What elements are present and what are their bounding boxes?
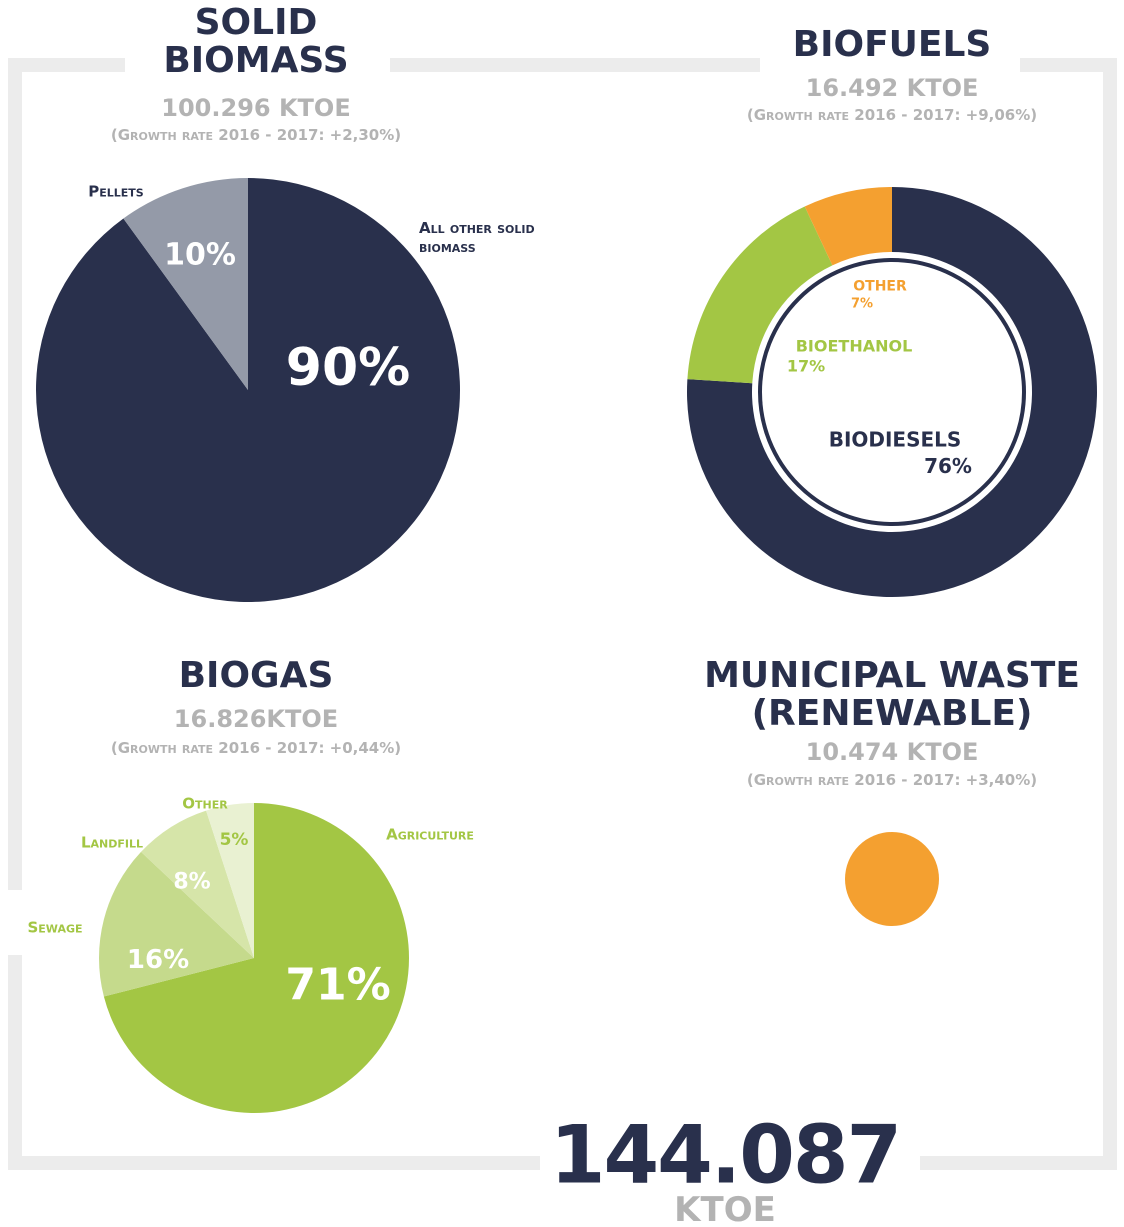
- total-unit: KTOE: [674, 1190, 776, 1227]
- chart-title: BIOGAS: [178, 655, 334, 696]
- value-label: 7%: [850, 296, 874, 312]
- slice: [804, 187, 892, 266]
- frame-line: [8, 1156, 540, 1170]
- slice: [206, 803, 254, 958]
- value-label: 90%: [285, 338, 411, 398]
- value-label: 71%: [285, 959, 391, 1011]
- growth-note: (Growth rate 2016 - 2017: +2,30%): [110, 126, 402, 144]
- slice: [687, 187, 1098, 598]
- category-label: Other: [182, 794, 228, 813]
- frame: [8, 58, 1117, 1170]
- category-label: All other solid biomass: [419, 219, 535, 256]
- category-label: BIOETHANOL: [795, 336, 913, 356]
- chart-subtitle: 100.296 KTOE: [161, 94, 351, 122]
- frame-line: [1020, 58, 1117, 72]
- value-label: 5%: [219, 830, 249, 850]
- slice: [141, 810, 254, 958]
- slice: [103, 803, 409, 1113]
- frame-line: [8, 58, 125, 72]
- slice: [123, 178, 248, 390]
- category-label: Pellets: [88, 182, 144, 201]
- value-label: 17%: [786, 356, 826, 376]
- growth-note: (Growth rate 2016 - 2017: +9,06%): [746, 106, 1038, 124]
- category-label: Landfill: [80, 833, 144, 852]
- frame-line: [8, 955, 22, 1170]
- chart-subtitle: 16.826KTOE: [173, 705, 339, 733]
- chart-title: BIOFUELS: [792, 24, 992, 65]
- growth-note: (Growth rate 2016 - 2017: +3,40%): [746, 771, 1038, 789]
- frame-line: [390, 58, 760, 72]
- chart-subtitle: 10.474 KTOE: [805, 738, 979, 766]
- category-label: Sewage: [27, 918, 83, 937]
- frame-line: [920, 1156, 1117, 1170]
- inner-ring: [758, 258, 1026, 526]
- frame-line: [1103, 58, 1117, 1170]
- value-label: 8%: [173, 869, 211, 895]
- slice: [35, 178, 460, 602]
- chart-subtitle: 16.492 KTOE: [805, 74, 979, 102]
- value-label: 10%: [164, 237, 236, 273]
- value-label: 16%: [126, 945, 190, 975]
- growth-note: (Growth rate 2016 - 2017: +0,44%): [110, 739, 402, 757]
- category-label: BIODIESELS: [828, 427, 962, 452]
- slice: [687, 206, 833, 384]
- value-label: 76%: [924, 454, 972, 478]
- frame-line: [8, 58, 22, 890]
- chart-title: SOLID BIOMASS: [163, 2, 349, 81]
- marker-circle: [845, 832, 939, 926]
- slice: [99, 851, 255, 997]
- category-label: Agriculture: [386, 825, 474, 844]
- category-label: OTHER: [853, 278, 907, 295]
- chart-title: MUNICIPAL WASTE (RENEWABLE): [704, 655, 1080, 734]
- total-value: 144.087: [549, 1108, 902, 1202]
